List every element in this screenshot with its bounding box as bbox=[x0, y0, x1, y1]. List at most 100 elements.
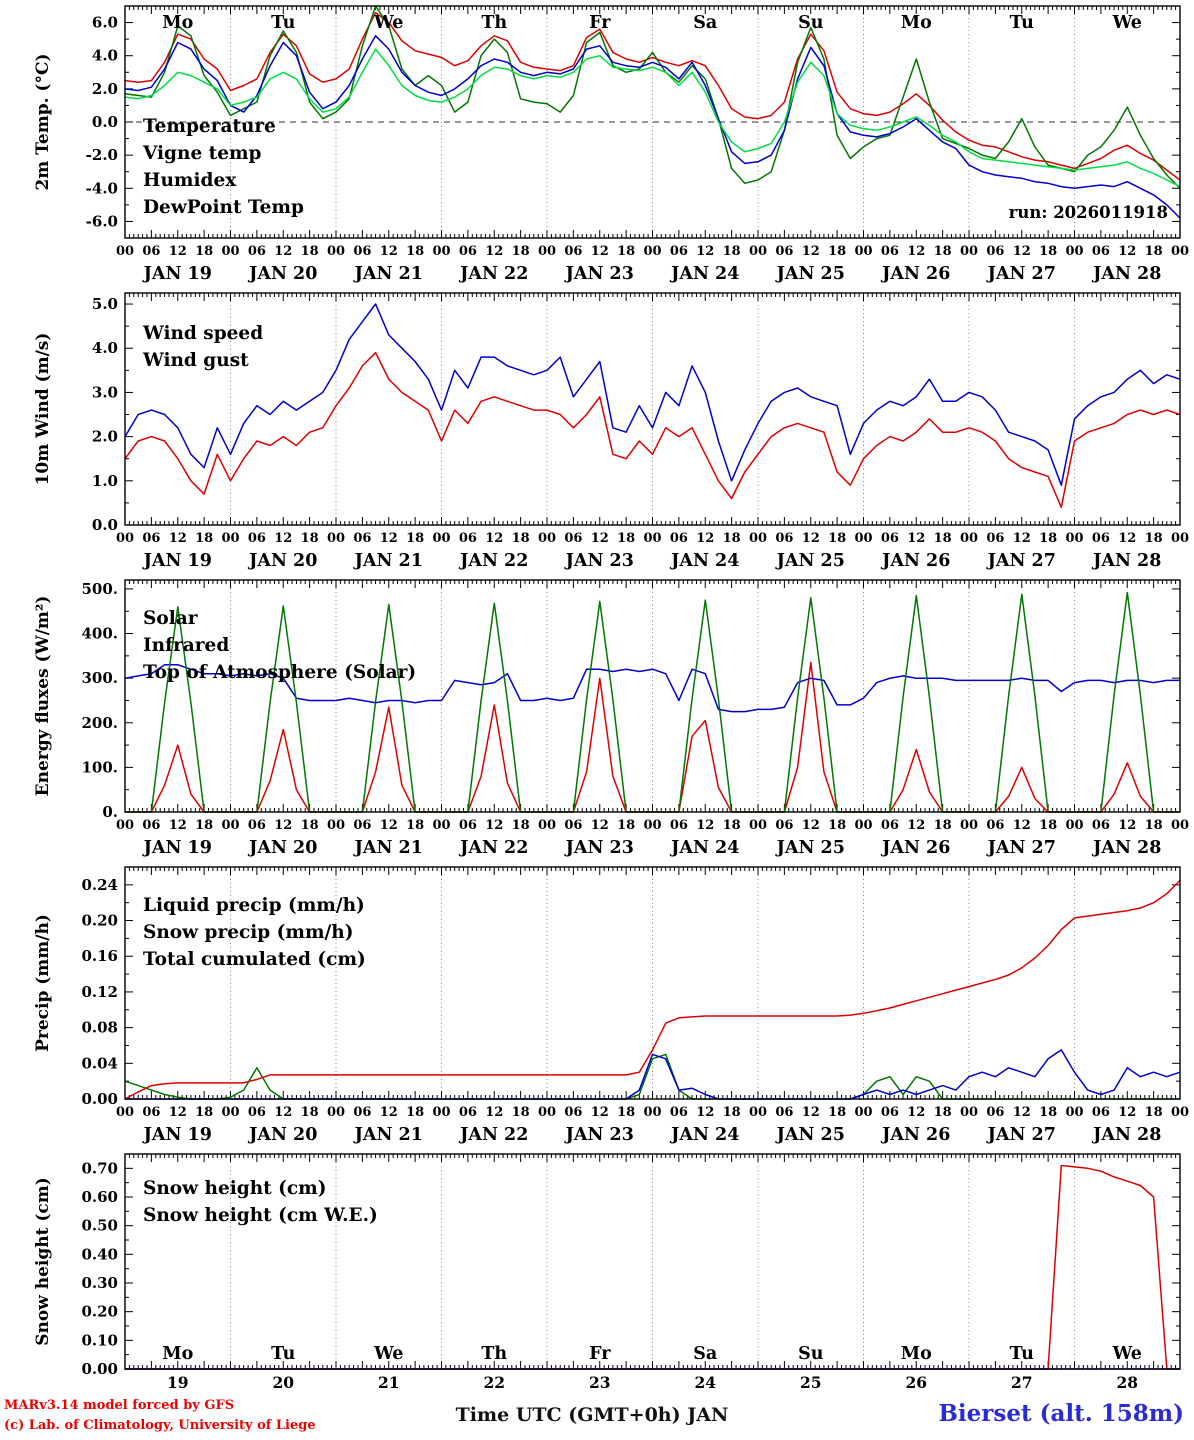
svg-text:JAN 26: JAN 26 bbox=[880, 264, 950, 284]
svg-text:0.0: 0.0 bbox=[92, 516, 118, 534]
svg-text:Wind speed: Wind speed bbox=[142, 323, 263, 344]
svg-text:100.: 100. bbox=[81, 758, 118, 776]
svg-text:JAN 23: JAN 23 bbox=[564, 1125, 634, 1145]
svg-text:JAN 21: JAN 21 bbox=[353, 1125, 423, 1145]
svg-text:18: 18 bbox=[617, 818, 635, 833]
svg-text:00: 00 bbox=[432, 1105, 450, 1120]
svg-text:Snow height (cm): Snow height (cm) bbox=[33, 1177, 53, 1346]
svg-text:00: 00 bbox=[749, 818, 767, 833]
svg-text:Fr: Fr bbox=[589, 1344, 611, 1364]
svg-text:Sa: Sa bbox=[693, 13, 717, 33]
svg-text:00: 00 bbox=[327, 1105, 345, 1120]
svg-text:18: 18 bbox=[301, 818, 319, 833]
svg-text:06: 06 bbox=[459, 818, 477, 833]
svg-text:0.0: 0.0 bbox=[92, 113, 118, 131]
svg-text:0.16: 0.16 bbox=[81, 947, 118, 965]
svg-text:3.0: 3.0 bbox=[92, 383, 118, 401]
svg-text:06: 06 bbox=[353, 1105, 371, 1120]
svg-text:JAN 20: JAN 20 bbox=[247, 1125, 317, 1145]
svg-text:19: 19 bbox=[167, 1373, 189, 1392]
svg-text:06: 06 bbox=[564, 1105, 582, 1120]
svg-text:18: 18 bbox=[406, 818, 424, 833]
svg-text:18: 18 bbox=[723, 531, 741, 546]
energy-plot-frame bbox=[124, 579, 1181, 813]
svg-text:Sa: Sa bbox=[693, 1344, 717, 1364]
svg-text:06: 06 bbox=[986, 531, 1004, 546]
svg-text:18: 18 bbox=[406, 1105, 424, 1120]
wind-plot-frame bbox=[124, 292, 1181, 526]
svg-text:0.12: 0.12 bbox=[81, 983, 118, 1001]
svg-text:-4.0: -4.0 bbox=[86, 179, 118, 197]
svg-text:23: 23 bbox=[589, 1373, 611, 1392]
svg-text:06: 06 bbox=[670, 818, 688, 833]
svg-text:JAN 23: JAN 23 bbox=[564, 264, 634, 284]
svg-text:JAN 28: JAN 28 bbox=[1091, 1125, 1161, 1145]
svg-text:300.: 300. bbox=[81, 669, 118, 687]
svg-text:06: 06 bbox=[248, 531, 266, 546]
svg-text:00: 00 bbox=[749, 244, 767, 259]
svg-text:JAN 26: JAN 26 bbox=[880, 838, 950, 858]
svg-text:JAN 20: JAN 20 bbox=[247, 838, 317, 858]
svg-text:00: 00 bbox=[854, 818, 872, 833]
svg-text:Mo: Mo bbox=[901, 1344, 932, 1364]
svg-text:12: 12 bbox=[380, 818, 398, 833]
svg-text:Mo: Mo bbox=[901, 13, 932, 33]
svg-text:06: 06 bbox=[142, 531, 160, 546]
temp-plot-frame bbox=[124, 5, 1181, 239]
svg-text:Top of Atmosphere (Solar): Top of Atmosphere (Solar) bbox=[143, 662, 416, 683]
temp-y-axis-label: 2m Temp. (°C) bbox=[33, 53, 53, 190]
svg-text:28: 28 bbox=[1116, 1373, 1138, 1392]
svg-text:00: 00 bbox=[327, 818, 345, 833]
svg-text:JAN 19: JAN 19 bbox=[142, 264, 212, 284]
svg-text:18: 18 bbox=[406, 244, 424, 259]
svg-text:JAN 22: JAN 22 bbox=[458, 551, 528, 571]
svg-text:12: 12 bbox=[1118, 531, 1136, 546]
svg-text:06: 06 bbox=[142, 818, 160, 833]
svg-text:0.24: 0.24 bbox=[81, 876, 118, 894]
series-wind-gust bbox=[124, 303, 1181, 486]
svg-text:00: 00 bbox=[221, 531, 239, 546]
svg-text:18: 18 bbox=[512, 1105, 530, 1120]
svg-text:6.0: 6.0 bbox=[92, 14, 118, 32]
svg-text:06: 06 bbox=[353, 244, 371, 259]
svg-text:12: 12 bbox=[802, 1105, 820, 1120]
svg-text:JAN 19: JAN 19 bbox=[142, 1125, 212, 1145]
svg-text:JAN 28: JAN 28 bbox=[1091, 838, 1161, 858]
svg-text:18: 18 bbox=[301, 1105, 319, 1120]
svg-text:12: 12 bbox=[169, 818, 187, 833]
svg-text:12: 12 bbox=[696, 818, 714, 833]
svg-text:00: 00 bbox=[749, 531, 767, 546]
svg-text:12: 12 bbox=[907, 244, 925, 259]
svg-text:0.60: 0.60 bbox=[81, 1188, 118, 1206]
svg-text:Mo: Mo bbox=[162, 13, 193, 33]
svg-text:JAN 24: JAN 24 bbox=[669, 551, 739, 571]
svg-text:06: 06 bbox=[881, 244, 899, 259]
svg-text:12: 12 bbox=[485, 1105, 503, 1120]
svg-text:18: 18 bbox=[1145, 818, 1163, 833]
energy-y-axis-label: Energy fluxes (W/m²) bbox=[33, 596, 53, 797]
svg-text:JAN 27: JAN 27 bbox=[986, 264, 1056, 284]
svg-text:JAN 24: JAN 24 bbox=[669, 264, 739, 284]
svg-text:-2.0: -2.0 bbox=[86, 146, 118, 164]
svg-text:12: 12 bbox=[802, 531, 820, 546]
svg-text:21: 21 bbox=[378, 1373, 400, 1392]
energy-series bbox=[124, 591, 1180, 813]
svg-text:Tu: Tu bbox=[1010, 13, 1034, 33]
svg-text:00: 00 bbox=[854, 1105, 872, 1120]
svg-text:18: 18 bbox=[195, 818, 213, 833]
svg-text:00: 00 bbox=[960, 818, 978, 833]
svg-text:0.00: 0.00 bbox=[81, 1090, 118, 1108]
svg-text:12: 12 bbox=[380, 1105, 398, 1120]
svg-text:00: 00 bbox=[1065, 244, 1083, 259]
svg-text:12: 12 bbox=[907, 1105, 925, 1120]
svg-text:00: 00 bbox=[960, 1105, 978, 1120]
svg-text:00: 00 bbox=[116, 244, 134, 259]
svg-text:Tu: Tu bbox=[271, 1344, 295, 1364]
svg-text:06: 06 bbox=[775, 244, 793, 259]
snow-y-axis-label: Snow height (cm) bbox=[33, 1177, 53, 1346]
svg-text:12: 12 bbox=[591, 244, 609, 259]
svg-text:06: 06 bbox=[248, 818, 266, 833]
snow-plot-frame bbox=[124, 1153, 1181, 1370]
energy-day-gridlines bbox=[230, 580, 1075, 812]
svg-text:18: 18 bbox=[723, 818, 741, 833]
